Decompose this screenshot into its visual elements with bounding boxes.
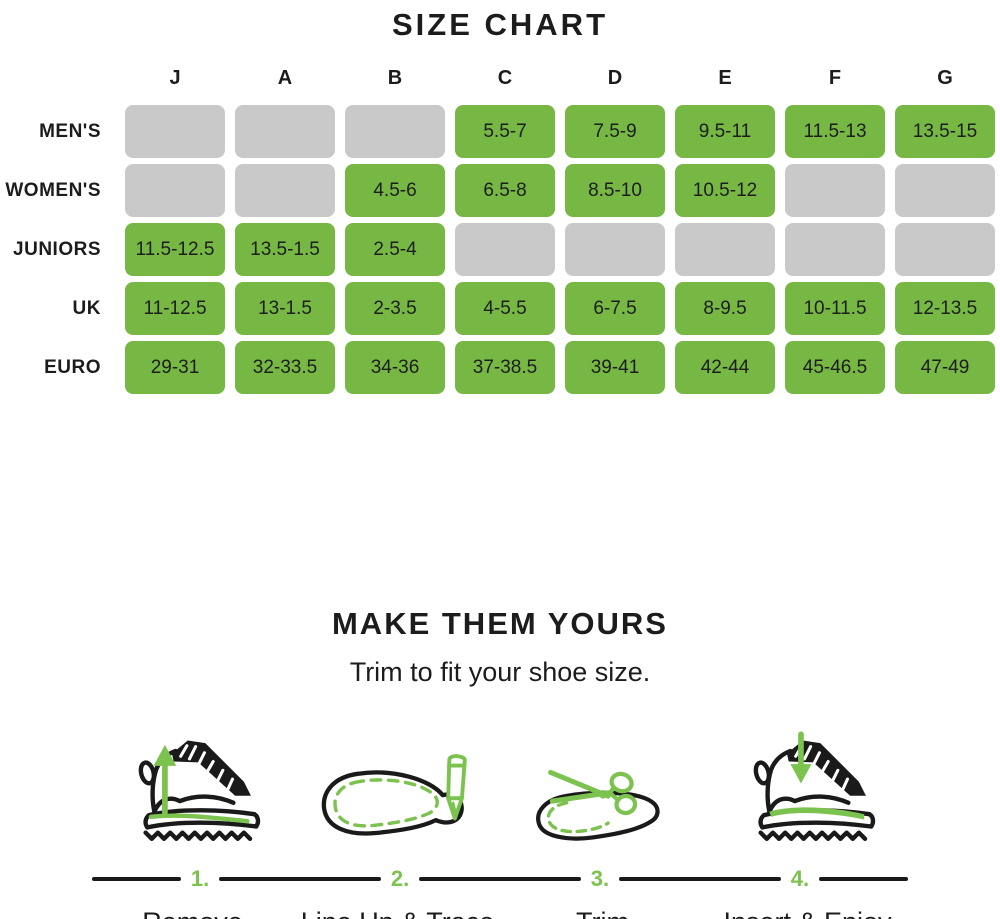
size-cell-euro-b: 34-36: [345, 341, 445, 394]
size-cell-mens-a: [235, 105, 335, 158]
step-2-number: 2.: [390, 866, 410, 891]
size-cell-mens-c: 5.5-7: [455, 105, 555, 158]
step-1-illustration: [90, 720, 295, 852]
size-cell-mens-f: 11.5-13: [785, 105, 885, 158]
column-header-b: B: [387, 67, 403, 89]
size-cell-uk-f: 10-11.5: [785, 282, 885, 335]
boot-arrow-down-icon: [753, 731, 875, 841]
size-cell-euro-c: 37-38.5: [455, 341, 555, 394]
size-cell-uk-a: 13-1.5: [235, 282, 335, 335]
divider-line: [419, 877, 581, 881]
size-cell-juniors-c: [455, 223, 555, 276]
size-cell-mens-e: 9.5-11: [675, 105, 775, 158]
size-cell-womens-c: 6.5-8: [455, 164, 555, 217]
size-cell-womens-g: [895, 164, 995, 217]
column-header-d: D: [607, 67, 623, 89]
step-illustrations-row: [90, 720, 910, 852]
size-cell-uk-d: 6-7.5: [565, 282, 665, 335]
size-cell-womens-a: [235, 164, 335, 217]
step-labels-row: Remove Line Up & Trace Trim Insert & Enj…: [90, 907, 910, 919]
size-cell-uk-g: 12-13.5: [895, 282, 995, 335]
step-3-number: 3.: [590, 866, 610, 891]
size-cell-mens-g: 13.5-15: [895, 105, 995, 158]
row-label-euro: EURO: [44, 356, 101, 378]
size-cell-euro-g: 47-49: [895, 341, 995, 394]
size-chart-table: J A B C D E F G MEN'S 5.5-7 7.5-9 9.5-11…: [5, 63, 995, 394]
trim-subtitle: Trim to fit your shoe size.: [349, 657, 651, 687]
size-cell-juniors-g: [895, 223, 995, 276]
divider-line: [819, 877, 908, 881]
column-header-g: G: [937, 67, 953, 89]
size-cell-uk-b: 2-3.5: [345, 282, 445, 335]
step-4-illustration: [705, 720, 910, 852]
customize-section: MAKE THEM YOURS Trim to fit your shoe si…: [0, 606, 1000, 919]
make-them-yours-title: MAKE THEM YOURS: [331, 606, 668, 641]
size-cell-mens-d: 7.5-9: [565, 105, 665, 158]
insole-pencil-icon: [321, 754, 467, 836]
size-cell-euro-e: 42-44: [675, 341, 775, 394]
size-cell-uk-c: 4-5.5: [455, 282, 555, 335]
row-label-womens: WOMEN'S: [5, 179, 101, 201]
insole-scissors-icon: [535, 769, 660, 841]
step-4-number: 4.: [790, 866, 810, 891]
size-cell-mens-b: [345, 105, 445, 158]
size-cell-mens-j: [125, 105, 225, 158]
size-chart-title: SIZE CHART: [392, 7, 608, 42]
column-header-f: F: [828, 67, 842, 89]
step-3-illustration: [500, 720, 705, 852]
size-cell-juniors-j: 11.5-12.5: [125, 223, 225, 276]
step-1-label: Remove: [90, 907, 295, 919]
size-cell-juniors-f: [785, 223, 885, 276]
step-2-label: Line Up & Trace: [295, 907, 500, 919]
size-cell-uk-e: 8-9.5: [675, 282, 775, 335]
step-number-divider: 1. 2. 3. 4.: [92, 868, 908, 890]
size-cell-uk-j: 11-12.5: [125, 282, 225, 335]
row-label-mens: MEN'S: [39, 120, 101, 142]
row-label-uk: UK: [72, 297, 101, 319]
size-cell-juniors-b: 2.5-4: [345, 223, 445, 276]
boot-arrow-up-icon: [138, 740, 260, 841]
size-cell-euro-j: 29-31: [125, 341, 225, 394]
table-corner-spacer: [5, 63, 115, 99]
column-header-j: J: [169, 67, 181, 89]
step-2-illustration: [295, 720, 500, 852]
size-cell-euro-d: 39-41: [565, 341, 665, 394]
size-cell-juniors-a: 13.5-1.5: [235, 223, 335, 276]
size-cell-womens-j: [125, 164, 225, 217]
row-label-juniors: JUNIORS: [13, 238, 101, 260]
divider-line: [619, 877, 781, 881]
size-cell-womens-f: [785, 164, 885, 217]
size-cell-womens-d: 8.5-10: [565, 164, 665, 217]
column-header-e: E: [718, 67, 732, 89]
size-cell-juniors-e: [675, 223, 775, 276]
column-header-c: C: [497, 67, 513, 89]
size-cell-juniors-d: [565, 223, 665, 276]
divider-line: [92, 877, 181, 881]
step-3-label: Trim: [500, 907, 705, 919]
column-header-a: A: [277, 67, 293, 89]
size-cell-euro-f: 45-46.5: [785, 341, 885, 394]
step-4-label: Insert & Enjoy: [705, 907, 910, 919]
size-cell-womens-e: 10.5-12: [675, 164, 775, 217]
divider-line: [219, 877, 381, 881]
size-cell-womens-b: 4.5-6: [345, 164, 445, 217]
step-1-number: 1.: [190, 866, 210, 891]
size-cell-euro-a: 32-33.5: [235, 341, 335, 394]
